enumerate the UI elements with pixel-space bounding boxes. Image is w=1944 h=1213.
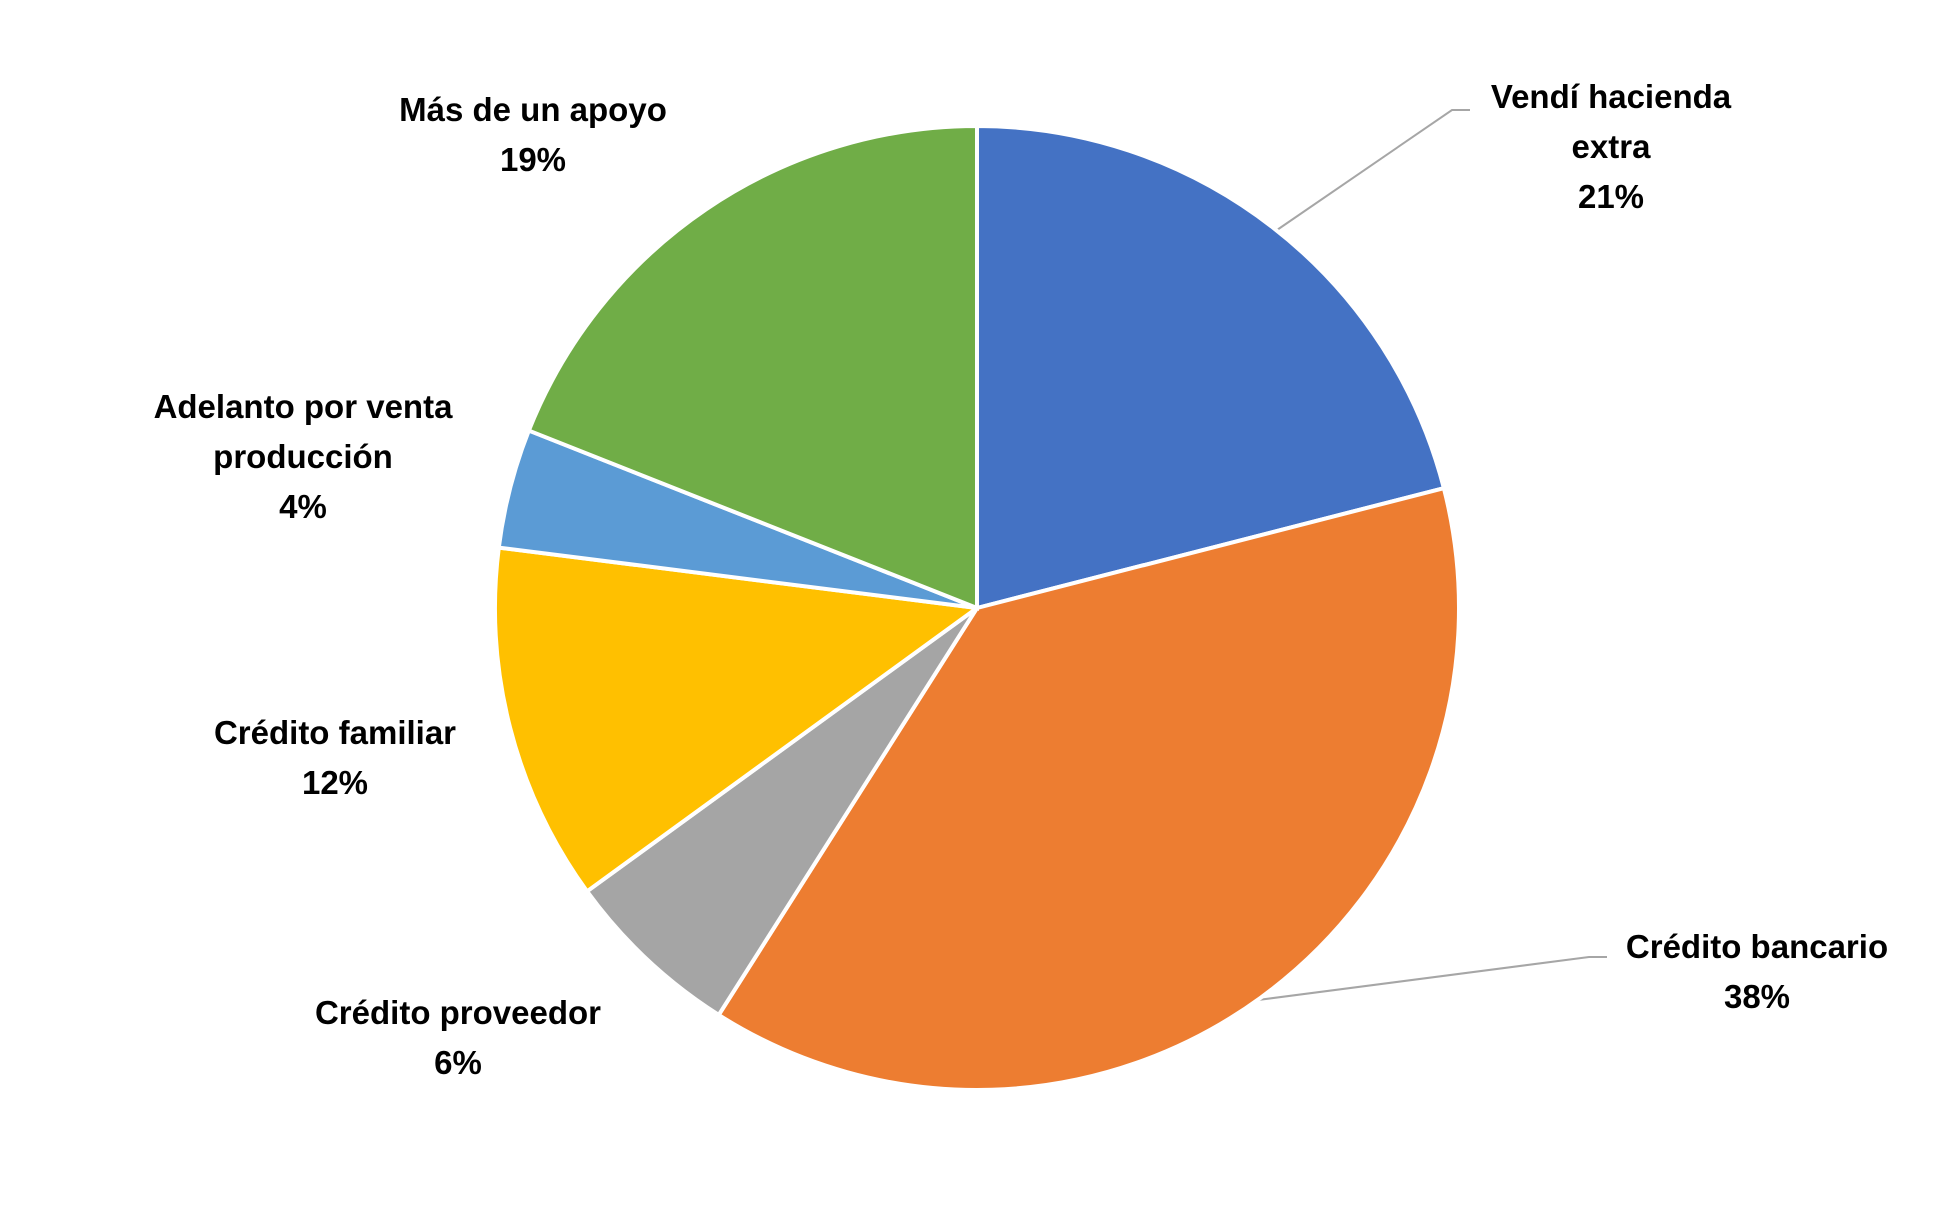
- slice-name: Vendí hacienda extra: [1490, 78, 1732, 165]
- slice-name: Crédito familiar: [213, 714, 457, 751]
- slice-value: 38%: [1723, 978, 1791, 1015]
- pie-slice: [975, 123, 1447, 611]
- slice-value: 4%: [279, 488, 327, 525]
- pie-slice: [584, 606, 979, 1018]
- leader-line: [1257, 956, 1607, 1001]
- slice-value: 6%: [434, 1044, 482, 1081]
- data-label: Vendí hacienda extra 21%: [1461, 72, 1761, 222]
- pie-slice: [715, 485, 1461, 1093]
- slice-name: Más de un apoyo: [399, 91, 667, 128]
- leader-line: [1276, 109, 1470, 231]
- slice-value: 19%: [499, 141, 567, 178]
- data-label: Más de un apoyo 19%: [399, 85, 667, 185]
- slice-name: Crédito proveedor: [314, 994, 602, 1031]
- data-label: Crédito proveedor 6%: [315, 988, 601, 1088]
- data-label: Crédito bancario 38%: [1626, 922, 1888, 1022]
- pie-slice: [526, 123, 979, 611]
- slice-value: 12%: [301, 764, 369, 801]
- slice-value: 21%: [1577, 178, 1645, 215]
- pie-slice: [493, 545, 983, 895]
- data-label: Adelanto por venta producción 4%: [133, 382, 473, 532]
- slice-name: Crédito bancario: [1625, 928, 1889, 965]
- slice-name: Adelanto por venta producción: [153, 388, 453, 475]
- data-label: Crédito familiar 12%: [214, 708, 456, 808]
